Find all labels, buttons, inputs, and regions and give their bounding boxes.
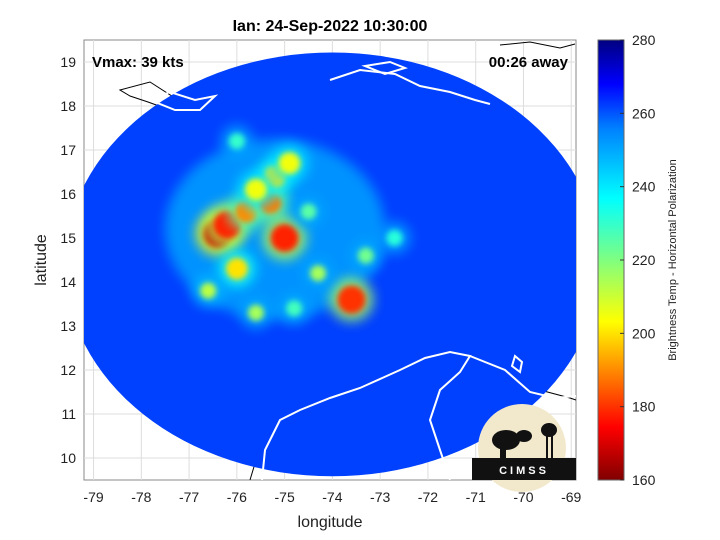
- colorbar-tick-label: 160: [632, 472, 656, 488]
- cold-cell: [357, 247, 374, 264]
- cold-cell: [247, 304, 264, 321]
- coastlines: [147, 60, 576, 480]
- colorbar-tick-label: 280: [632, 32, 656, 48]
- colorbar-tick-label: 260: [632, 105, 656, 121]
- cold-cell: [228, 133, 245, 150]
- y-tick-label: 19: [60, 54, 76, 70]
- x-tick-label: -73: [370, 489, 390, 505]
- cold-cell: [300, 203, 317, 220]
- y-tick-label: 18: [60, 98, 76, 114]
- x-tick-label: -79: [83, 489, 103, 505]
- y-tick-label: 11: [61, 406, 76, 422]
- cold-cell: [270, 224, 299, 252]
- coastline-aruba: [510, 354, 524, 374]
- x-tick-label: -72: [418, 489, 438, 505]
- x-tick-label: -70: [513, 489, 533, 505]
- y-tick-label: 12: [60, 362, 76, 378]
- x-axis-ticks: -79 -78 -77 -76 -75 -74 -73 -72 -71 -70 -69: [83, 489, 581, 505]
- colorbar-ticks: 160 180 200 220 240 260 280: [620, 32, 656, 488]
- logo-satellite-dish-icon: [492, 430, 532, 458]
- cold-cell: [244, 178, 267, 201]
- colorbar-tick-label: 240: [632, 179, 656, 195]
- colorbar-tick-label: 200: [632, 325, 656, 341]
- colorbar: [597, 39, 625, 481]
- coastline-guajira: [261, 350, 472, 480]
- cimss-logo: CIMSS: [472, 404, 576, 492]
- swath-group: [84, 52, 576, 477]
- y-tick-label: 10: [60, 450, 76, 466]
- coastline-haiti-peninsula: [361, 60, 409, 76]
- coastline-venezuela: [469, 355, 576, 400]
- cold-cell: [337, 285, 366, 314]
- x-axis-label: longitude: [298, 514, 363, 531]
- y-tick-label: 15: [60, 230, 76, 246]
- coastline-hispaniola: [329, 68, 491, 105]
- x-tick-label: -74: [322, 489, 342, 505]
- y-tick-label: 14: [60, 274, 76, 290]
- cold-cell: [286, 300, 303, 317]
- cold-cell: [310, 265, 327, 282]
- x-tick-label: -77: [179, 489, 199, 505]
- cold-cell: [278, 152, 301, 175]
- cold-cell: [386, 230, 403, 246]
- logo-water-tower-icon: [541, 423, 557, 458]
- logo-base-bar: [472, 458, 576, 480]
- x-tick-label: -75: [275, 489, 295, 505]
- y-tick-label: 17: [60, 142, 76, 158]
- y-tick-label: 16: [60, 186, 76, 202]
- chart-title: Ian: 24-Sep-2022 10:30:00: [233, 18, 428, 35]
- y-axis-label: latitude: [33, 234, 50, 286]
- coastline-jamaica: [147, 90, 219, 111]
- x-tick-label: -78: [131, 489, 151, 505]
- cold-cell: [200, 282, 217, 299]
- colorbar-tick-label: 180: [632, 399, 656, 415]
- logo-text: CIMSS: [499, 465, 549, 477]
- y-tick-label: 13: [60, 318, 76, 334]
- x-tick-label: -71: [466, 489, 486, 505]
- colorbar-tick-label: 220: [632, 252, 656, 268]
- x-tick-label: -76: [227, 489, 247, 505]
- x-tick-label: -69: [561, 489, 581, 505]
- time-away-annotation: 00:26 away: [489, 54, 569, 71]
- north-cuba-coast: [499, 41, 576, 49]
- y-axis-ticks: 10 11 12 13 14 15 16 17 18 19: [60, 54, 76, 466]
- colorbar-label: Brightness Temp - Horizontal Polarizatio…: [667, 159, 679, 361]
- cold-cell: [225, 257, 248, 280]
- vmax-annotation: Vmax: 39 kts: [92, 54, 184, 71]
